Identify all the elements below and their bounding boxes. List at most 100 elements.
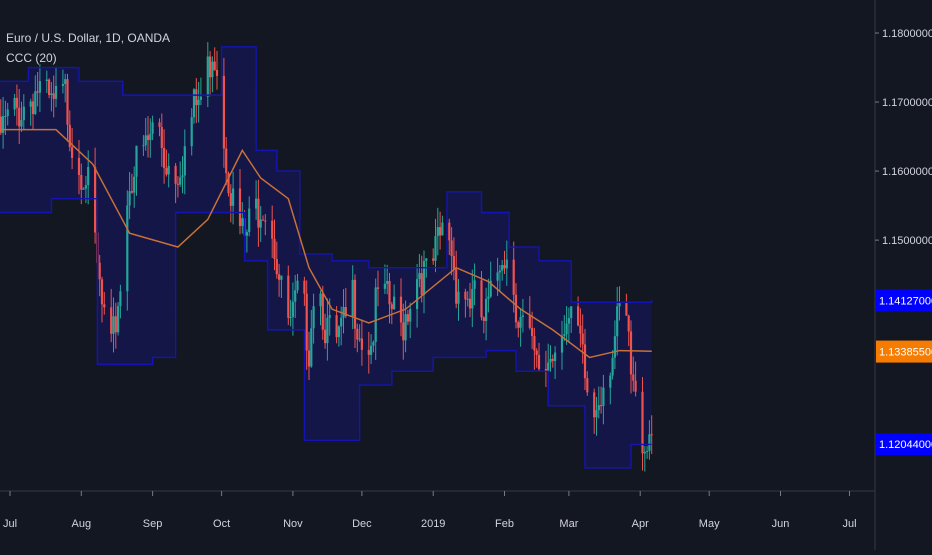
candle-down bbox=[158, 122, 161, 127]
candle-down bbox=[579, 325, 582, 334]
candle-up bbox=[296, 280, 299, 291]
candle-up bbox=[549, 358, 552, 363]
candle-down bbox=[287, 275, 290, 318]
candle-up bbox=[312, 306, 315, 329]
candle-up bbox=[498, 270, 501, 273]
candle-up bbox=[50, 93, 53, 95]
candle-up bbox=[183, 146, 186, 176]
candle-up bbox=[310, 328, 313, 367]
candle-up bbox=[351, 279, 354, 317]
candle-up bbox=[82, 188, 85, 190]
x-tick-label: Feb bbox=[495, 518, 514, 530]
candle-up bbox=[570, 306, 573, 319]
candle-down bbox=[303, 280, 306, 294]
candle-down bbox=[278, 274, 281, 280]
channel-upper-line bbox=[0, 46, 653, 303]
candle-down bbox=[225, 148, 228, 174]
channel-fill-layer bbox=[0, 46, 652, 468]
candle-up bbox=[597, 405, 600, 411]
candle-up bbox=[560, 335, 564, 353]
candle-up bbox=[126, 205, 129, 292]
candle-down bbox=[321, 293, 324, 330]
candle-down bbox=[209, 56, 212, 78]
candle-down bbox=[344, 307, 347, 317]
candle-down bbox=[360, 338, 363, 350]
price-tag-label-upper: 1.14127000 bbox=[879, 295, 932, 307]
candle-up bbox=[595, 410, 598, 418]
candle-up bbox=[280, 275, 283, 280]
candle-up bbox=[337, 326, 340, 338]
candle-down bbox=[215, 69, 219, 76]
candle-up bbox=[554, 352, 557, 361]
candle-down bbox=[420, 273, 423, 295]
candle-up bbox=[374, 287, 377, 343]
candle-down bbox=[66, 79, 69, 125]
candle-up bbox=[29, 101, 32, 107]
candle-down bbox=[271, 220, 274, 239]
candle-up bbox=[547, 362, 550, 372]
price-tag-label-middle: 1.13385500 bbox=[879, 347, 932, 359]
x-tick-label: Jul bbox=[842, 518, 856, 530]
x-tick-label: Nov bbox=[283, 518, 303, 530]
candle-up bbox=[501, 265, 504, 271]
candle-up bbox=[422, 260, 426, 295]
candle-down bbox=[100, 279, 104, 305]
x-tick-label: Dec bbox=[352, 518, 372, 530]
x-tick-label: Aug bbox=[72, 518, 92, 530]
candle-down bbox=[98, 262, 101, 280]
candle-down bbox=[353, 279, 357, 329]
candle-up bbox=[255, 198, 258, 209]
candle-up bbox=[84, 185, 87, 189]
candle-down bbox=[174, 165, 177, 184]
candle-down bbox=[448, 222, 451, 241]
candle-up bbox=[61, 84, 64, 86]
chart-legend: Euro / U.S. Dollar, 1D, OANDA CCC (20) bbox=[6, 28, 170, 68]
candle-down bbox=[229, 193, 232, 206]
candle-up bbox=[22, 106, 25, 121]
candle-down bbox=[468, 298, 472, 309]
candle-down bbox=[305, 293, 308, 351]
candle-up bbox=[319, 293, 322, 307]
candle-up bbox=[340, 317, 343, 327]
candle-up bbox=[87, 166, 90, 186]
candle-down bbox=[275, 259, 278, 275]
candle-up bbox=[646, 450, 649, 452]
candle-down bbox=[551, 358, 554, 361]
candle-up bbox=[409, 309, 412, 322]
candle-up bbox=[199, 96, 202, 100]
candle-up bbox=[485, 298, 488, 321]
candle-up bbox=[496, 272, 499, 281]
candle-up bbox=[149, 133, 152, 141]
x-tick-label: Sep bbox=[143, 518, 163, 530]
candle-up bbox=[45, 79, 48, 82]
candle-down bbox=[114, 316, 117, 333]
candle-down bbox=[324, 329, 327, 344]
candle-down bbox=[195, 89, 198, 106]
y-tick-label: 1.16000000 bbox=[882, 166, 932, 178]
symbol-title: Euro / U.S. Dollar, 1D, OANDA bbox=[6, 31, 171, 45]
candle-up bbox=[328, 315, 331, 318]
y-tick-label: 1.15000000 bbox=[882, 235, 932, 247]
candle-down bbox=[544, 369, 547, 372]
candle-up bbox=[54, 85, 58, 99]
candle-up bbox=[393, 296, 396, 310]
candle-down bbox=[439, 227, 442, 236]
candle-up bbox=[142, 145, 145, 147]
candle-down bbox=[450, 240, 453, 257]
candle-down bbox=[52, 93, 55, 99]
candle-up bbox=[259, 219, 262, 228]
candle-up bbox=[192, 89, 196, 118]
channel-fill bbox=[0, 46, 652, 468]
candle-up bbox=[386, 281, 389, 284]
price-tag-middle bbox=[876, 340, 932, 363]
candle-down bbox=[577, 306, 580, 326]
candle-down bbox=[356, 328, 359, 340]
candles-layer bbox=[0, 42, 653, 472]
candle-down bbox=[31, 101, 35, 114]
candle-up bbox=[38, 81, 41, 93]
x-tick-label: Jun bbox=[772, 518, 790, 530]
candle-down bbox=[227, 173, 230, 194]
candle-down bbox=[307, 350, 311, 367]
